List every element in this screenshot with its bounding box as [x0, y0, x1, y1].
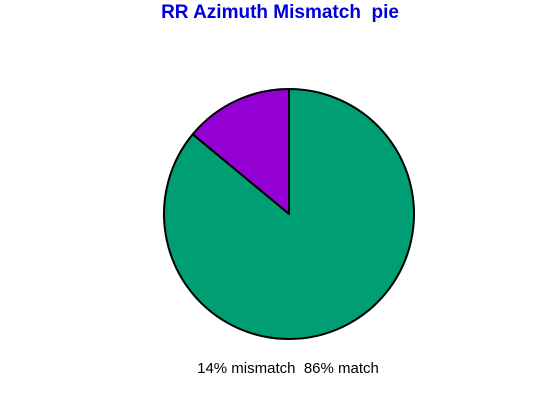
pie-slice-match: [163, 88, 415, 340]
caption-separator: [295, 360, 303, 377]
pie-slice-mismatch: [191, 88, 290, 215]
pie-slices: [163, 88, 415, 340]
slice-label-match: 86% match: [303, 360, 379, 377]
slice-label-mismatch: 14% mismatch: [197, 360, 296, 377]
chart-title: RR Azimuth Mismatch pie: [161, 2, 399, 23]
slice-caption: 14% mismatch 86% match: [0, 360, 560, 377]
